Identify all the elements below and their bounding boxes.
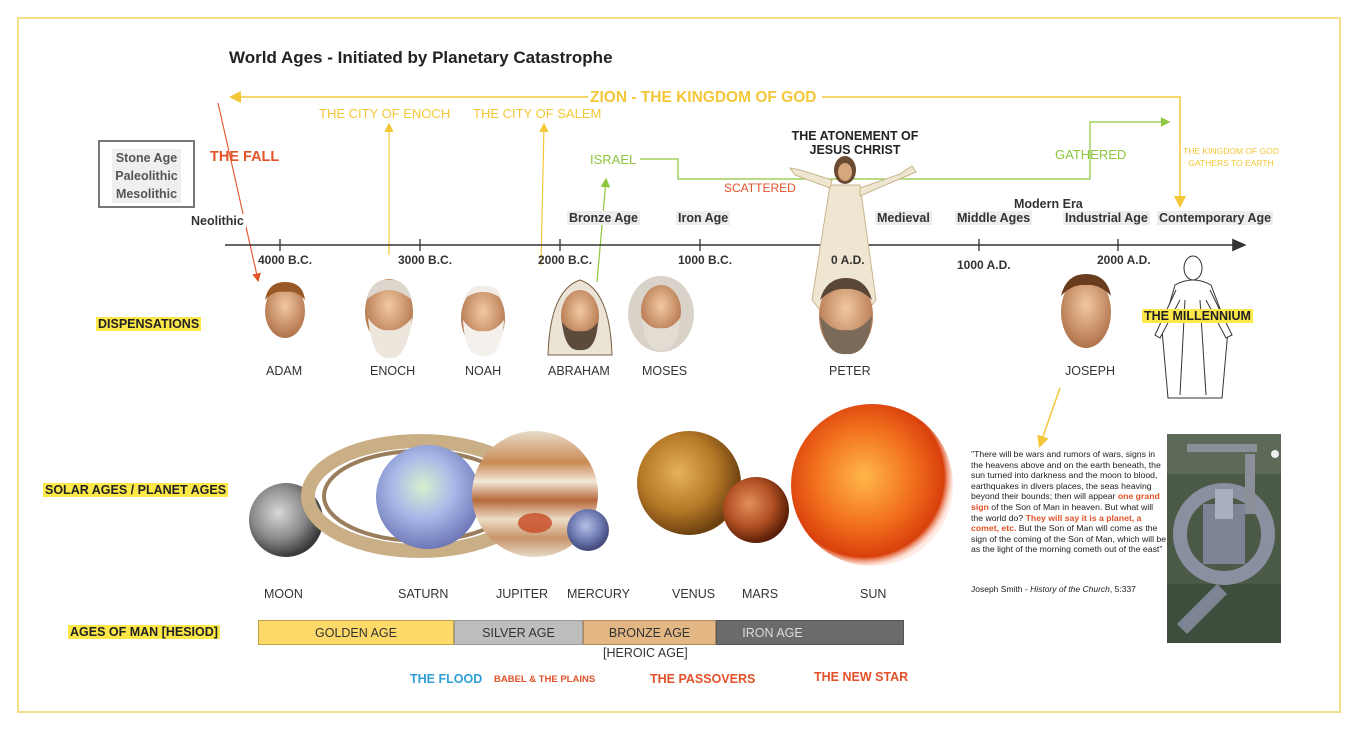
moses-portrait	[628, 276, 694, 352]
quote-part-2: of the Son of Man in heaven. But what wi…	[971, 501, 1154, 523]
atonement-label: THE ATONEMENT OF JESUS CHRIST	[785, 129, 925, 157]
scattered-label: SCATTERED	[724, 181, 796, 195]
event-new-star: THE NEW STAR	[814, 670, 909, 684]
date-0ad: 0 A.D.	[831, 253, 865, 267]
satellite-map-image	[1167, 434, 1281, 643]
kingdom-gathers-label: THE KINGDOM OF GOD GATHERS TO EARTH	[1178, 145, 1284, 169]
name-adam: ADAM	[266, 364, 303, 378]
era-contemporary: Contemporary Age	[1157, 211, 1274, 225]
era-iron: Iron Age	[676, 211, 731, 225]
the-fall-label: THE FALL	[210, 149, 280, 165]
citation-work: History of the Church	[1030, 584, 1110, 594]
quote-highlight-1: one grand sign	[971, 491, 1160, 512]
millennium-label: THE MILLENNIUM	[1142, 309, 1253, 323]
atonement-line-1: THE ATONEMENT OF	[791, 129, 919, 143]
quote-part-3: But the Son of Man will come as the sign…	[971, 523, 1167, 555]
era-industrial: Industrial Age	[1063, 211, 1150, 225]
noah-portrait	[461, 285, 505, 357]
name-peter: PETER	[829, 364, 871, 378]
planet-mercury-label: MERCURY	[567, 587, 630, 601]
adam-portrait	[265, 282, 305, 338]
era-medieval: Medieval	[875, 211, 932, 225]
era-bronze: Bronze Age	[567, 211, 640, 225]
sun-planet	[791, 404, 953, 566]
joseph-portrait	[1061, 274, 1111, 348]
kingdom-gathers-line-2: GATHERS TO EARTH	[1188, 158, 1274, 168]
planet-mars-label: MARS	[742, 587, 779, 601]
era-neolithic: Neolithic	[189, 214, 246, 228]
gathered-label: GATHERED	[1055, 147, 1127, 162]
bronze-age-bar: BRONZE AGE	[583, 620, 716, 645]
stone-age-label: Stone Age	[112, 149, 181, 167]
event-babel: BABEL & THE PLAINS	[494, 674, 596, 685]
quote-part-1: "There will be wars and rumors of wars, …	[971, 449, 1161, 502]
peter-portrait	[819, 278, 873, 355]
quote-highlight-2: They will say it is a planet, a comet, e…	[971, 512, 1142, 534]
date-4000bc: 4000 B.C.	[258, 253, 313, 267]
abraham-portrait	[547, 279, 613, 356]
event-passovers: THE PASSOVERS	[650, 672, 756, 686]
zion-label: ZION - THE KINGDOM OF GOD	[588, 89, 819, 107]
mars-planet	[723, 477, 789, 543]
era-middle: Middle Ages	[955, 211, 1033, 225]
name-enoch: ENOCH	[370, 364, 416, 378]
planet-moon-label: MOON	[264, 587, 303, 601]
planet-venus-label: VENUS	[672, 587, 716, 601]
name-moses: MOSES	[642, 364, 688, 378]
stone-age-box: Stone Age Paleolithic Mesolithic	[98, 140, 195, 208]
diagram-frame	[17, 17, 1341, 713]
iron-age-bar: IRON AGE	[716, 620, 904, 645]
row-dispensations: DISPENSATIONS	[96, 317, 202, 331]
row-solar-ages: SOLAR AGES / PLANET AGES	[43, 483, 229, 497]
jesus-figure	[788, 156, 917, 311]
atonement-line-2: JESUS CHRIST	[809, 143, 901, 157]
page-title: World Ages - Initiated by Planetary Cata…	[229, 48, 613, 67]
kingdom-gathers-line-1: THE KINGDOM OF GOD	[1183, 146, 1279, 156]
heroic-age-label: [HEROIC AGE]	[603, 646, 688, 660]
citation-author: Joseph Smith -	[971, 584, 1031, 594]
planet-jupiter-label: JUPITER	[496, 587, 549, 601]
planet-sun-label: SUN	[860, 587, 887, 601]
date-3000bc: 3000 B.C.	[398, 253, 453, 267]
venus-planet	[637, 431, 741, 535]
paleolithic-label: Paleolithic	[112, 167, 181, 185]
name-abraham: ABRAHAM	[548, 364, 610, 378]
christ-statue-sketch	[1154, 255, 1233, 399]
event-flood: THE FLOOD	[410, 672, 483, 686]
silver-age-bar: SILVER AGE	[454, 620, 583, 645]
jupiter-planet	[472, 431, 598, 557]
city-enoch-label: THE CITY OF ENOCH	[319, 106, 451, 121]
name-noah: NOAH	[465, 364, 502, 378]
mercury-planet	[567, 509, 609, 551]
date-1000ad: 1000 A.D.	[957, 258, 1011, 272]
name-joseph: JOSEPH	[1065, 364, 1116, 378]
citation-ref: , 5:337	[1109, 584, 1136, 594]
planet-saturn-label: SATURN	[398, 587, 449, 601]
joseph-smith-quote: "There will be wars and rumors of wars, …	[971, 449, 1167, 555]
mesolithic-label: Mesolithic	[112, 185, 181, 203]
date-2000bc: 2000 B.C.	[538, 253, 593, 267]
golden-age-bar: GOLDEN AGE	[258, 620, 454, 645]
city-salem-label: THE CITY OF SALEM	[473, 106, 602, 121]
enoch-portrait	[365, 279, 413, 359]
row-ages-of-man: AGES OF MAN [HESIOD]	[68, 625, 220, 639]
modern-era-label: Modern Era	[1014, 197, 1083, 211]
date-2000ad: 2000 A.D.	[1097, 253, 1151, 267]
date-1000bc: 1000 B.C.	[678, 253, 733, 267]
quote-citation: Joseph Smith - History of the Church, 5:…	[971, 584, 1136, 594]
israel-label: ISRAEL	[590, 152, 637, 167]
